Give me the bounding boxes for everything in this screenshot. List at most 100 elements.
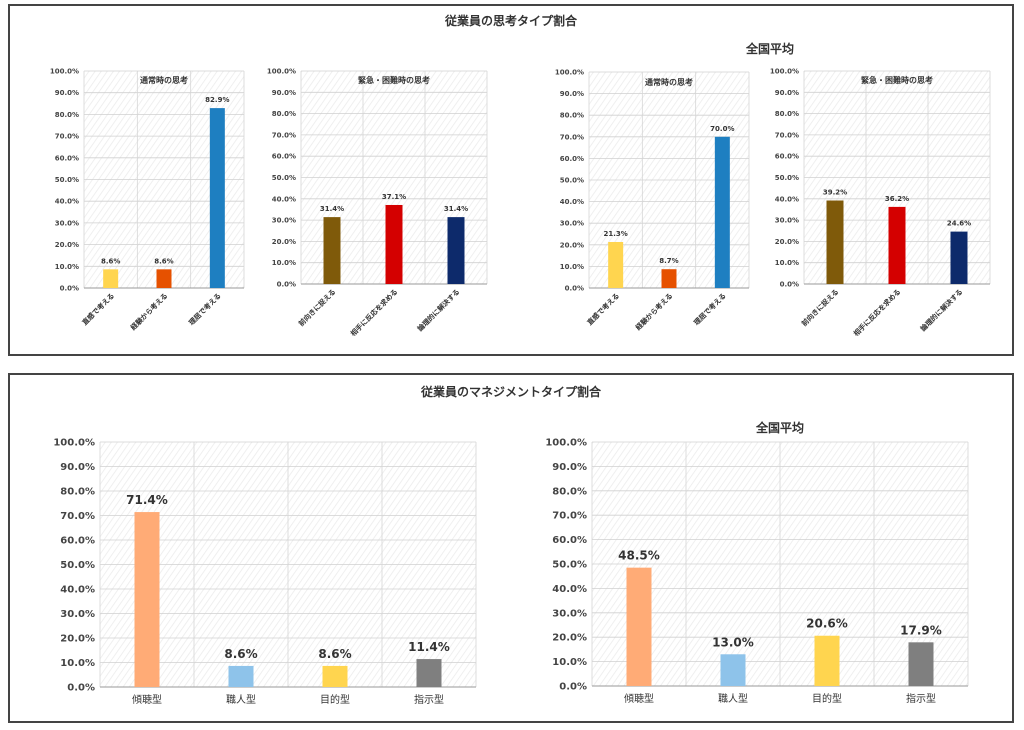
bar bbox=[720, 654, 746, 686]
y-tick-label: 70.0% bbox=[552, 511, 587, 522]
category-label: 直感で考える bbox=[80, 291, 116, 327]
y-tick-label: 20.0% bbox=[272, 238, 296, 246]
category-label: 相手に反応を求める bbox=[852, 287, 903, 338]
category-label: 職人型 bbox=[718, 692, 748, 705]
category-label: 目的型 bbox=[320, 693, 350, 706]
y-tick-label: 90.0% bbox=[775, 89, 799, 97]
data-label: 71.4% bbox=[126, 493, 168, 507]
data-label: 21.3% bbox=[604, 230, 628, 238]
y-tick-label: 80.0% bbox=[560, 112, 584, 120]
y-tick-label: 100.0% bbox=[545, 438, 587, 449]
category-label: 職人型 bbox=[226, 693, 256, 706]
bar bbox=[323, 217, 341, 284]
y-tick-label: 40.0% bbox=[560, 198, 584, 206]
bar bbox=[134, 512, 160, 687]
national-emergency-thinking-chart: 0.0% 10.0% 20.0% 30.0% 40.0% 50.0% 60.0% 70.0% 8… bbox=[770, 67, 991, 338]
data-label: 36.2% bbox=[885, 195, 909, 203]
y-tick-label: 20.0% bbox=[60, 634, 95, 645]
y-tick-label: 0.0% bbox=[559, 682, 587, 693]
chart-title: 通常時の思考 bbox=[140, 75, 188, 85]
y-tick-label: 10.0% bbox=[60, 658, 95, 669]
bar bbox=[103, 269, 119, 288]
y-tick-label: 20.0% bbox=[55, 241, 79, 249]
y-tick-label: 0.0% bbox=[67, 683, 95, 694]
national-average-label: 全国平均 bbox=[755, 421, 804, 435]
category-label: 指示型 bbox=[414, 693, 444, 706]
thinking-type-title: 従業員の思考タイプ割合 bbox=[444, 14, 577, 28]
y-tick-label: 100.0% bbox=[50, 67, 79, 75]
y-tick-label: 80.0% bbox=[272, 110, 296, 118]
y-tick-label: 40.0% bbox=[60, 585, 95, 596]
y-tick-label: 40.0% bbox=[552, 584, 587, 595]
data-label: 20.6% bbox=[806, 617, 848, 631]
y-tick-label: 80.0% bbox=[775, 110, 799, 118]
y-tick-label: 20.0% bbox=[552, 633, 587, 644]
bar bbox=[209, 108, 225, 288]
y-tick-label: 60.0% bbox=[272, 153, 296, 161]
y-tick-label: 60.0% bbox=[775, 153, 799, 161]
data-label: 24.6% bbox=[947, 220, 971, 228]
y-tick-label: 70.0% bbox=[775, 131, 799, 139]
national-management-chart: 0.0% 10.0% 20.0% 30.0% 40.0% 50.0% 60.0% 70.0% 8… bbox=[545, 438, 969, 705]
data-label: 13.0% bbox=[712, 635, 754, 649]
y-tick-label: 20.0% bbox=[775, 238, 799, 246]
bar bbox=[608, 241, 624, 288]
bar bbox=[626, 567, 652, 686]
y-tick-label: 50.0% bbox=[60, 560, 95, 571]
y-tick-label: 50.0% bbox=[775, 174, 799, 182]
category-label: 経験から考える bbox=[129, 291, 170, 332]
y-tick-label: 20.0% bbox=[560, 241, 584, 249]
bar bbox=[416, 659, 442, 687]
y-tick-label: 10.0% bbox=[55, 263, 79, 271]
company-management-chart: 0.0% 10.0% 20.0% 30.0% 40.0% 50.0% 60.0% 70.0% 8… bbox=[53, 438, 477, 706]
chart-title: 緊急・困難時の思考 bbox=[358, 75, 430, 85]
y-tick-label: 90.0% bbox=[560, 90, 584, 98]
category-label: 理屈で考える bbox=[187, 291, 223, 327]
bar bbox=[447, 217, 465, 284]
y-tick-label: 80.0% bbox=[55, 111, 79, 119]
bar bbox=[228, 665, 254, 687]
y-tick-label: 10.0% bbox=[272, 259, 296, 267]
y-tick-label: 70.0% bbox=[560, 133, 584, 141]
category-label: 論理的に解決する bbox=[918, 287, 964, 333]
category-label: 指示型 bbox=[906, 692, 936, 705]
y-tick-label: 40.0% bbox=[55, 198, 79, 206]
y-tick-label: 50.0% bbox=[552, 560, 587, 571]
y-tick-label: 30.0% bbox=[272, 217, 296, 225]
company-emergency-thinking-chart: 0.0% 10.0% 20.0% 30.0% 40.0% 50.0% 60.0% 70.0% 8… bbox=[267, 67, 488, 338]
y-tick-label: 50.0% bbox=[272, 174, 296, 182]
data-label: 8.6% bbox=[318, 647, 351, 661]
data-label: 39.2% bbox=[823, 189, 847, 197]
category-label: 傾聴型 bbox=[624, 692, 654, 705]
y-tick-label: 90.0% bbox=[60, 462, 95, 473]
bar bbox=[888, 206, 906, 284]
y-tick-label: 30.0% bbox=[55, 219, 79, 227]
y-tick-label: 90.0% bbox=[552, 462, 587, 473]
y-tick-label: 60.0% bbox=[60, 536, 95, 547]
category-label: 前向きに捉える bbox=[297, 287, 338, 328]
y-tick-label: 90.0% bbox=[272, 89, 296, 97]
category-label: 前向きに捉える bbox=[800, 287, 841, 328]
y-tick-label: 10.0% bbox=[775, 259, 799, 267]
bar bbox=[322, 665, 348, 687]
y-tick-label: 0.0% bbox=[780, 280, 799, 288]
y-tick-label: 60.0% bbox=[552, 535, 587, 546]
data-label: 8.7% bbox=[659, 257, 678, 265]
management-type-title: 従業員のマネジメントタイプ割合 bbox=[420, 385, 601, 399]
y-tick-label: 0.0% bbox=[565, 284, 584, 292]
bar bbox=[385, 204, 403, 284]
y-tick-label: 80.0% bbox=[60, 487, 95, 498]
data-label: 17.9% bbox=[900, 623, 942, 637]
bar bbox=[661, 269, 677, 288]
y-tick-label: 40.0% bbox=[272, 195, 296, 203]
bar bbox=[156, 269, 172, 288]
y-tick-label: 90.0% bbox=[55, 89, 79, 97]
category-label: 傾聴型 bbox=[132, 693, 162, 706]
y-tick-label: 30.0% bbox=[60, 609, 95, 620]
data-label: 8.6% bbox=[101, 257, 120, 265]
data-label: 31.4% bbox=[444, 205, 468, 213]
data-label: 8.6% bbox=[224, 647, 257, 661]
y-tick-label: 30.0% bbox=[775, 217, 799, 225]
y-tick-label: 40.0% bbox=[775, 195, 799, 203]
y-tick-label: 0.0% bbox=[60, 284, 79, 292]
